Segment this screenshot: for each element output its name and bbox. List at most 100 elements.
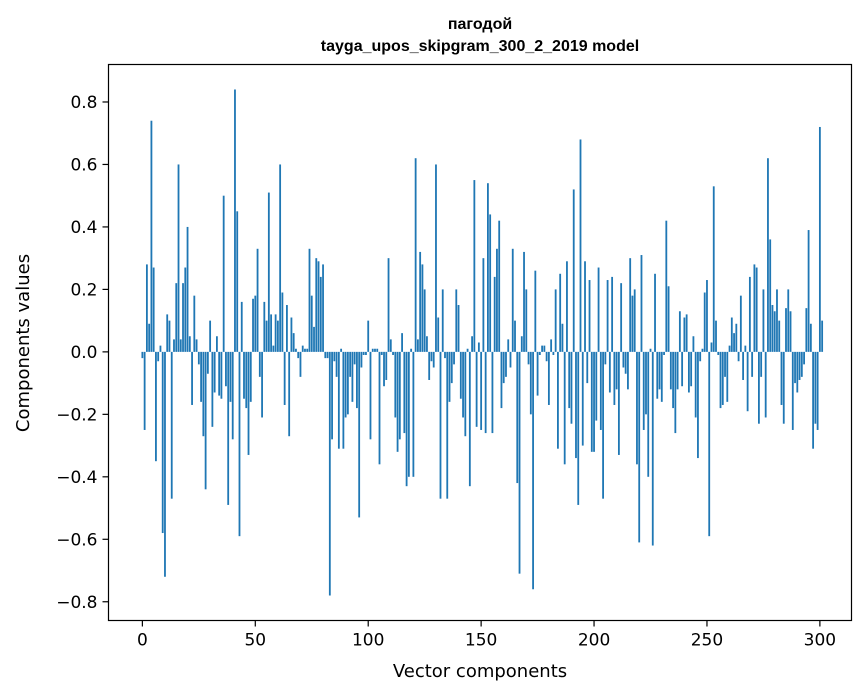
bar-145 [468, 351, 471, 487]
bar-291 [798, 351, 801, 380]
bar-175 [536, 351, 539, 396]
bar-54 [263, 301, 266, 352]
bar-201 [595, 351, 598, 421]
bar-55 [265, 320, 268, 352]
bar-123 [419, 251, 422, 352]
bar-232 [665, 220, 668, 352]
bar-266 [742, 351, 745, 380]
bar-51 [256, 248, 259, 352]
bar-40 [231, 351, 234, 440]
bar-66 [290, 317, 293, 352]
bar-192 [575, 351, 577, 459]
bar-107 [383, 351, 385, 387]
bar-84 [331, 351, 333, 440]
bar-128 [430, 351, 433, 362]
bar-240 [683, 317, 686, 352]
bar-68 [295, 348, 297, 352]
bar-13 [170, 351, 173, 499]
bar-260 [728, 345, 731, 352]
bar-167 [518, 351, 521, 574]
bar-73 [306, 348, 309, 352]
bar-173 [532, 351, 534, 590]
bar-131 [437, 317, 440, 352]
bar-16 [177, 164, 180, 352]
bar-216 [629, 258, 632, 352]
bar-166 [516, 351, 519, 484]
bar-31 [211, 351, 214, 427]
bar-276 [764, 351, 767, 418]
bar-233 [667, 286, 670, 352]
bar-37 [225, 351, 227, 387]
bar-235 [672, 351, 674, 409]
plot-frame [107, 63, 853, 622]
bar-248 [701, 348, 704, 352]
bar-106 [380, 351, 383, 355]
bar-91 [346, 351, 349, 415]
bar-110 [389, 339, 392, 352]
y-tick-label: −0.6 [56, 530, 97, 550]
bar-200 [593, 351, 595, 452]
bar-177 [541, 345, 544, 352]
y-tick-label: −0.4 [56, 468, 97, 488]
bar-120 [412, 351, 415, 477]
bar-102 [371, 348, 374, 352]
bar-5 [152, 267, 155, 352]
bar-49 [252, 298, 254, 352]
bar-284 [782, 351, 785, 424]
bar-293 [803, 351, 805, 365]
bar-143 [464, 351, 467, 437]
bar-154 [489, 214, 492, 352]
bar-253 [712, 186, 715, 352]
bar-65 [288, 351, 291, 437]
bar-197 [586, 351, 589, 384]
bar-204 [602, 351, 604, 499]
bar-264 [737, 351, 740, 362]
bar-30 [209, 320, 212, 352]
y-tick-label: 0.4 [70, 218, 97, 238]
bar-195 [581, 351, 584, 446]
bar-176 [538, 351, 541, 355]
bar-207 [608, 351, 611, 393]
bar-23 [193, 295, 196, 352]
bar-3 [148, 323, 151, 352]
bar-22 [191, 351, 193, 405]
bar-29 [206, 351, 209, 374]
bar-287 [789, 311, 792, 352]
bar-9 [161, 351, 164, 534]
bar-60 [276, 320, 279, 352]
bar-178 [543, 345, 546, 352]
bar-218 [633, 289, 636, 352]
bar-160 [502, 351, 505, 384]
bar-161 [505, 351, 507, 377]
bar-181 [550, 339, 553, 352]
bar-61 [279, 164, 282, 352]
bar-300 [818, 126, 821, 352]
bar-95 [356, 351, 358, 409]
bar-186 [561, 323, 564, 352]
bar-228 [656, 351, 659, 399]
bar-193 [577, 351, 580, 505]
bar-112 [394, 351, 397, 418]
bar-42 [236, 211, 239, 352]
bar-231 [663, 351, 665, 355]
bar-257 [721, 351, 724, 405]
bar-53 [261, 351, 263, 418]
bar-10 [164, 351, 166, 577]
bar-222 [642, 351, 645, 430]
bar-64 [286, 305, 288, 352]
bar-21 [188, 336, 191, 352]
bar-301 [821, 320, 824, 352]
bar-25 [197, 351, 200, 365]
bar-272 [755, 267, 758, 352]
bar-70 [299, 351, 302, 377]
bar-170 [525, 289, 528, 352]
bar-12 [168, 320, 171, 352]
bar-237 [676, 351, 679, 390]
bar-198 [588, 280, 591, 352]
bar-229 [658, 351, 661, 390]
bar-238 [678, 311, 681, 352]
bar-19 [184, 267, 187, 352]
bar-158 [498, 220, 501, 352]
bar-180 [547, 351, 550, 405]
bar-48 [249, 351, 252, 402]
